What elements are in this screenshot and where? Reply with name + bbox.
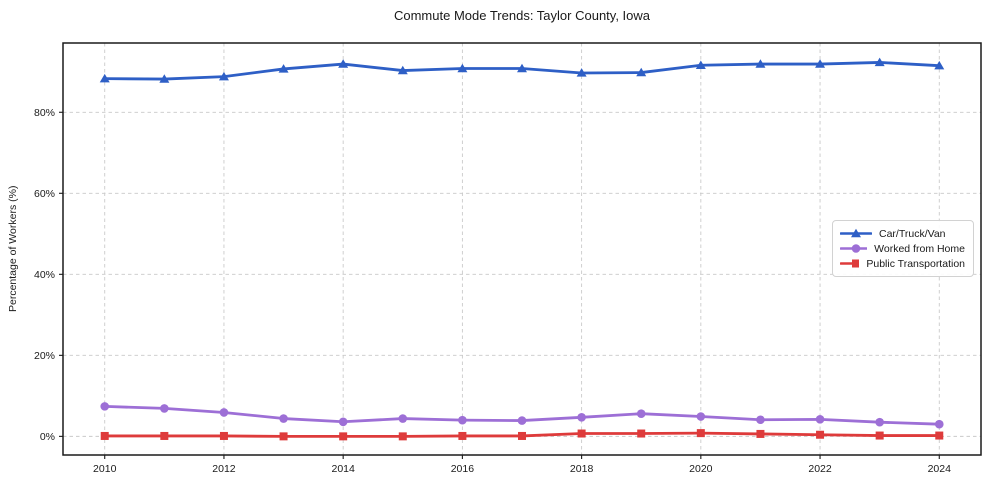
square-marker [398,432,407,441]
triangle-marker [397,65,408,75]
square-marker [935,431,944,440]
series-0 [99,57,945,83]
triangle-marker [695,60,706,69]
circle-marker [934,419,944,429]
legend-label-car-truck-van: Car/Truck/Van [879,227,946,240]
axes-spine [62,42,982,456]
y-tick-label: 40% [34,269,55,281]
legend: Car/Truck/Van Worked from Home Public Tr… [832,220,974,277]
circle-marker [338,417,348,427]
circle-marker [458,415,467,425]
triangle-marker [218,71,229,81]
legend-swatch-square-icon [840,259,860,268]
chart-title: Commute Mode Trends: Taylor County, Iowa [393,8,651,23]
circle-marker [517,416,527,425]
triangle-marker [517,63,527,73]
square-marker [458,431,467,440]
circle-marker [636,409,646,418]
x-tick-label: 2022 [808,463,832,475]
square-marker [339,432,348,441]
circle-marker [815,415,825,424]
triangle-marker [755,59,766,68]
triangle-marker [159,74,170,83]
x-tick-label: 2018 [570,463,594,475]
y-tick-label: 20% [34,350,55,362]
circle-marker [219,408,229,417]
legend-swatch-triangle-icon [840,228,872,238]
square-marker [160,431,169,440]
y-tick-label: 0% [40,431,55,443]
y-tick-label: 80% [34,107,55,119]
series-1 [100,402,944,429]
legend-circle-marker [851,244,861,253]
square-marker [875,431,884,440]
y-tick-label: 60% [34,188,55,200]
square-marker [696,429,705,438]
circle-marker [577,413,586,422]
legend-label-public-transportation: Public Transportation [866,257,965,270]
circle-marker [160,404,169,413]
legend-square-marker [852,259,860,268]
square-marker [577,429,586,438]
circle-marker [756,415,765,425]
triangle-marker [636,67,647,77]
x-tick-label: 2024 [928,463,952,475]
square-marker [100,431,109,440]
circle-marker [398,414,408,423]
legend-swatch-circle-icon [840,244,868,253]
square-marker [756,429,765,438]
triangle-marker [874,57,885,67]
legend-item-car-truck-van: Car/Truck/Van [840,227,965,240]
square-marker [637,429,646,438]
circle-marker [696,412,706,421]
square-marker [279,432,288,441]
triangle-marker [576,68,587,77]
legend-label-worked-from-home: Worked from Home [874,242,965,255]
x-tick-label: 2012 [212,463,236,475]
square-marker [219,431,228,440]
legend-item-public-transportation: Public Transportation [840,257,965,270]
triangle-marker [815,59,826,68]
x-tick-label: 2016 [451,463,475,475]
x-tick-label: 2014 [331,463,355,475]
triangle-marker [278,64,289,73]
x-tick-label: 2020 [689,463,713,475]
legend-triangle-marker [851,228,861,238]
triangle-marker [934,60,945,70]
x-tick-label: 2010 [93,463,117,475]
circle-marker [875,417,884,427]
triangle-marker [457,63,468,73]
triangle-marker [338,59,349,68]
square-marker [518,431,526,440]
circle-marker [279,414,288,423]
square-marker [816,430,825,439]
series-2 [100,429,944,441]
legend-item-worked-from-home: Worked from Home [840,242,965,255]
triangle-marker [99,73,110,83]
circle-marker [100,402,110,411]
